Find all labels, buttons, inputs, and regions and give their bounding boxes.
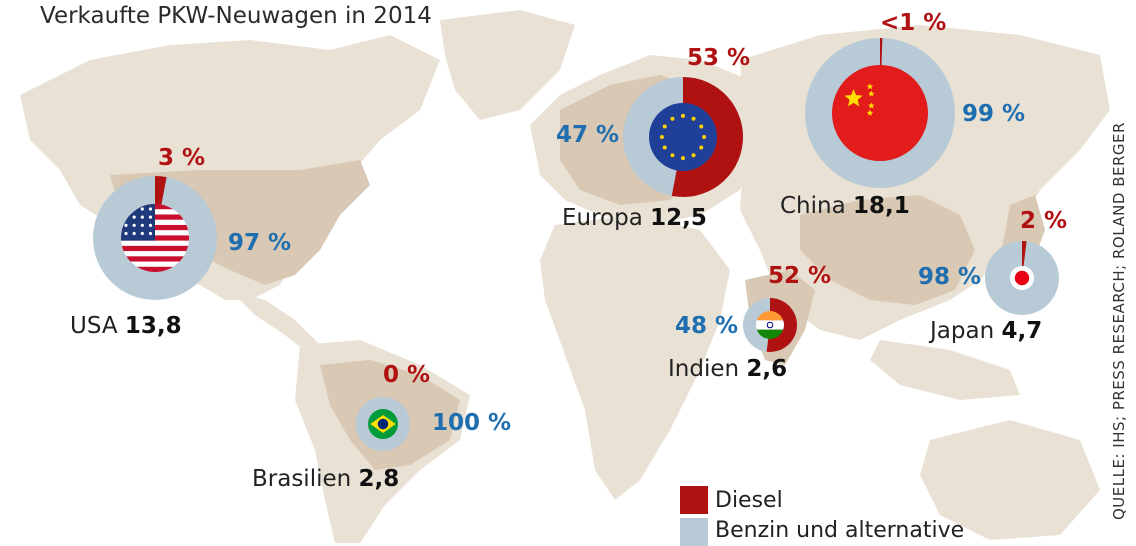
china-name: China bbox=[780, 193, 846, 219]
china-flag-big-star bbox=[844, 89, 863, 107]
eu-flag-star bbox=[702, 135, 707, 139]
usa-flag-star bbox=[148, 231, 153, 236]
donut-charts bbox=[93, 38, 1059, 451]
brazil-flag-globe bbox=[377, 418, 389, 430]
usa-total: 13,8 bbox=[124, 313, 182, 339]
eu-flag-star bbox=[691, 116, 696, 121]
eu-flag-star bbox=[691, 153, 696, 158]
usa-flag-star bbox=[124, 223, 128, 227]
usa-flag-star bbox=[132, 215, 136, 219]
legend-diesel-label: Diesel bbox=[715, 488, 783, 513]
china-flag-small-star bbox=[866, 109, 874, 116]
indien-country-label: Indien 2,6 bbox=[668, 356, 787, 382]
europa-name: Europa bbox=[562, 205, 643, 231]
southeast-asia-landmass bbox=[870, 340, 1020, 400]
japan-name: Japan bbox=[930, 318, 995, 344]
brasilien-benzin-label: 100 % bbox=[432, 410, 512, 436]
australia-landmass bbox=[920, 420, 1100, 540]
china-benzin-label: 99 % bbox=[962, 101, 1026, 127]
usa-flag-stripe bbox=[121, 251, 189, 257]
eu-flag-star bbox=[662, 124, 667, 129]
eu-flag-star bbox=[662, 145, 667, 150]
europa-benzin-label: 47 % bbox=[556, 122, 620, 148]
central-america-landmass bbox=[230, 290, 320, 355]
usa-flag-star bbox=[148, 223, 153, 227]
eu-flag-star bbox=[681, 113, 685, 118]
usa-flag-stripe bbox=[121, 240, 189, 247]
source-note: QUELLE: IHS; PRESS RESEARCH; ROLAND BERG… bbox=[1110, 122, 1128, 520]
legend-benzin-swatch bbox=[680, 518, 708, 546]
europa-country-label: Europa 12,5 bbox=[562, 205, 707, 231]
europa-total: 12,5 bbox=[650, 205, 707, 231]
greenland-landmass bbox=[440, 10, 575, 120]
usa-flag-star bbox=[140, 223, 144, 227]
indien-flag-icon bbox=[756, 311, 784, 339]
usa-flag-star bbox=[140, 215, 144, 219]
eu-flag-star bbox=[681, 156, 685, 161]
china-flag-field bbox=[832, 65, 928, 161]
japan-flag-disc bbox=[1014, 270, 1030, 286]
japan-country-label: Japan 4,7 bbox=[930, 318, 1042, 344]
africa-landmass bbox=[540, 215, 730, 500]
india-flag-white bbox=[756, 320, 784, 330]
usa-country-label: USA 13,8 bbox=[70, 313, 182, 339]
legend-benzin-label: Benzin und alternative bbox=[715, 518, 965, 543]
china-diesel-label: <1 % bbox=[880, 10, 947, 36]
india-flag-green bbox=[756, 329, 784, 339]
japan-benzin-label: 98 % bbox=[918, 264, 982, 290]
usa-flag-star bbox=[148, 207, 153, 211]
usa-flag-star bbox=[140, 207, 144, 211]
usa-name: USA bbox=[70, 313, 118, 339]
eu-flag-field bbox=[649, 103, 717, 171]
china-total: 18,1 bbox=[853, 193, 910, 219]
usa-flag-icon bbox=[121, 204, 189, 272]
indien-benzin-label: 48 % bbox=[675, 313, 739, 339]
usa-flag-star bbox=[124, 231, 128, 236]
japan-total: 4,7 bbox=[1001, 318, 1043, 344]
legend-diesel-swatch bbox=[680, 486, 708, 514]
brasilien-country-label: Brasilien 2,8 bbox=[252, 466, 399, 492]
usa-flag-stripe bbox=[121, 266, 189, 272]
eu-flag-star bbox=[670, 116, 675, 121]
eu-flag-star bbox=[699, 145, 704, 150]
china-flag-small-star bbox=[868, 90, 875, 97]
eu-flag-star bbox=[699, 124, 704, 129]
india-flag-saffron bbox=[756, 311, 784, 321]
usa-flag-stripe bbox=[121, 245, 189, 252]
brasilien-total: 2,8 bbox=[358, 466, 400, 492]
indien-name: Indien bbox=[668, 356, 740, 382]
india-flag-wheel bbox=[766, 321, 774, 329]
europa-diesel-label: 53 % bbox=[687, 45, 751, 71]
usa-flag-star bbox=[132, 231, 136, 236]
europa-flag-icon bbox=[649, 103, 717, 171]
usa-flag-star bbox=[132, 223, 136, 227]
china-flag-small-star bbox=[866, 83, 874, 90]
brasilien-flag-icon bbox=[368, 409, 398, 439]
brasilien-name: Brasilien bbox=[252, 466, 352, 492]
usa-flag-star bbox=[148, 215, 153, 219]
usa-flag-stripe bbox=[121, 256, 189, 263]
map-title: Verkaufte PKW-Neuwagen in 2014 bbox=[40, 3, 432, 29]
usa-flag-stripe bbox=[121, 261, 189, 268]
indien-total: 2,6 bbox=[746, 356, 788, 382]
eu-flag-star bbox=[670, 153, 675, 158]
indien-diesel-label: 52 % bbox=[768, 263, 832, 289]
eu-flag-star bbox=[659, 135, 664, 139]
japan-flag-icon bbox=[1010, 266, 1034, 290]
japan-diesel-label: 2 % bbox=[1020, 208, 1068, 234]
usa-diesel-label: 3 % bbox=[158, 145, 206, 171]
usa-flag-star bbox=[140, 231, 144, 236]
china-region bbox=[800, 195, 975, 305]
usa-benzin-label: 97 % bbox=[228, 230, 292, 256]
brasilien-diesel-label: 0 % bbox=[383, 362, 431, 388]
china-country-label: China 18,1 bbox=[780, 193, 910, 219]
china-flag-icon bbox=[832, 65, 928, 161]
china-flag-small-star bbox=[868, 102, 875, 109]
